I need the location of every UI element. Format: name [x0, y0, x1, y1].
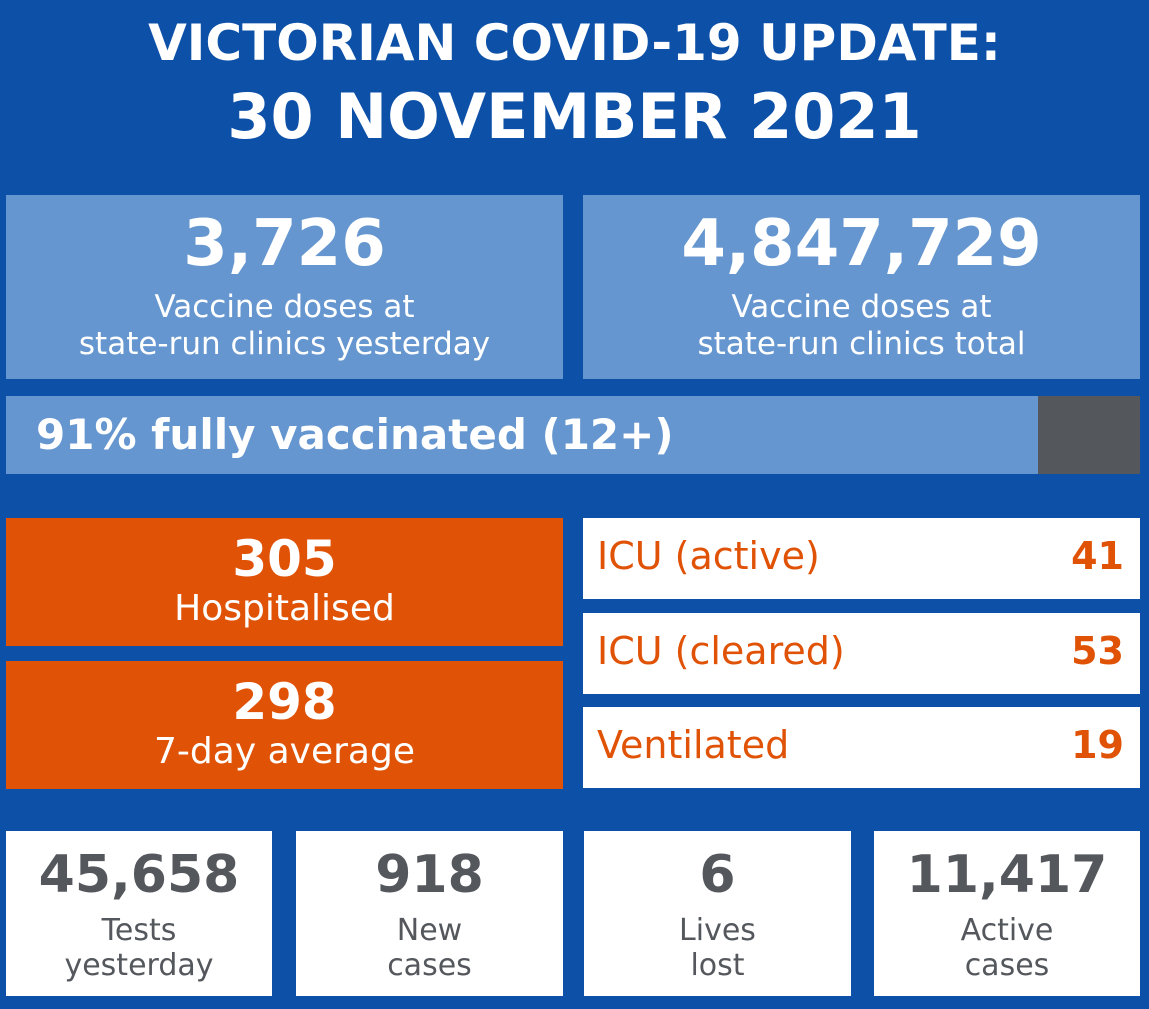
hospitalised-card: 305 Hospitalised	[6, 518, 563, 646]
vaccine-doses-yesterday-label: Vaccine doses at state-run clinics yeste…	[6, 289, 563, 363]
tests-yesterday-label-line2: yesterday	[64, 948, 214, 983]
vaccine-doses-yesterday-label-line1: Vaccine doses at	[154, 289, 415, 325]
ventilated-label: Ventilated	[597, 723, 790, 767]
fully-vaccinated-bar-remainder	[1037, 396, 1140, 474]
icu-active-value: 41	[1071, 534, 1124, 578]
lives-lost-card: 6 Lives lost	[584, 831, 851, 996]
seven-day-average-value: 298	[232, 673, 337, 731]
vaccine-doses-total-label-line2: state-run clinics total	[697, 326, 1026, 362]
icu-cleared-value: 53	[1071, 629, 1124, 673]
new-cases-label: New cases	[296, 913, 563, 983]
tests-yesterday-label: Tests yesterday	[6, 913, 272, 983]
fully-vaccinated-label: 91% fully vaccinated (12+)	[36, 410, 674, 459]
vaccine-doses-yesterday-label-line2: state-run clinics yesterday	[78, 326, 491, 362]
active-cases-label-line1: Active	[960, 913, 1054, 948]
header-date: 30 NOVEMBER 2021	[227, 80, 922, 153]
new-cases-label-line1: New	[396, 913, 463, 948]
tests-yesterday-label-line1: Tests	[101, 913, 177, 948]
header-title: VICTORIAN COVID-19 UPDATE:	[148, 14, 1001, 72]
new-cases-value: 918	[375, 845, 484, 905]
ventilated-row: Ventilated 19	[583, 707, 1140, 788]
active-cases-card: 11,417 Active cases	[874, 831, 1140, 996]
active-cases-label: Active cases	[874, 913, 1140, 983]
hospitalised-label: Hospitalised	[174, 588, 395, 629]
vaccine-doses-total-card: 4,847,729 Vaccine doses at state-run cli…	[583, 195, 1140, 379]
fully-vaccinated-bar: 91% fully vaccinated (12+)	[6, 396, 1140, 474]
vaccine-doses-total-label-line1: Vaccine doses at	[731, 289, 992, 325]
lives-lost-label: Lives lost	[584, 913, 851, 983]
lives-lost-label-line2: lost	[690, 948, 745, 983]
icu-active-row: ICU (active) 41	[583, 518, 1140, 599]
vaccine-doses-yesterday-value: 3,726	[183, 207, 386, 281]
icu-cleared-row: ICU (cleared) 53	[583, 613, 1140, 694]
tests-yesterday-card: 45,658 Tests yesterday	[6, 831, 272, 996]
vaccine-doses-yesterday-card: 3,726 Vaccine doses at state-run clinics…	[6, 195, 563, 379]
seven-day-average-label: 7-day average	[154, 731, 415, 772]
tests-yesterday-value: 45,658	[38, 845, 240, 905]
lives-lost-label-line1: Lives	[679, 913, 756, 948]
hospitalised-value: 305	[232, 530, 337, 588]
vaccine-doses-total-value: 4,847,729	[681, 207, 1042, 281]
ventilated-value: 19	[1071, 723, 1124, 767]
seven-day-average-card: 298 7-day average	[6, 661, 563, 789]
new-cases-label-line2: cases	[387, 948, 472, 983]
lives-lost-value: 6	[699, 845, 736, 905]
active-cases-label-line2: cases	[964, 948, 1050, 983]
active-cases-value: 11,417	[906, 845, 1108, 905]
icu-cleared-label: ICU (cleared)	[597, 629, 845, 673]
new-cases-card: 918 New cases	[296, 831, 563, 996]
vaccine-doses-total-label: Vaccine doses at state-run clinics total	[583, 289, 1140, 363]
icu-active-label: ICU (active)	[597, 534, 820, 578]
